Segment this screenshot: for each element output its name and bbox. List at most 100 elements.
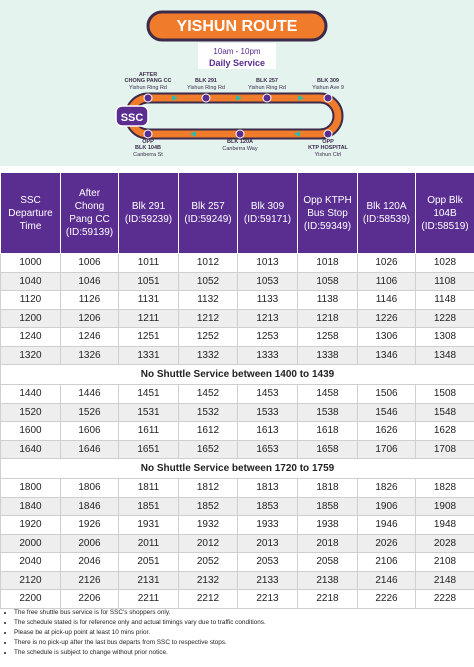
cell: 1508 — [415, 384, 474, 404]
cell: 1600 — [0, 421, 61, 441]
row: 2000 2006 2011 2012 2013 2018 2026 2028 — [0, 533, 474, 553]
cell: 2028 — [415, 533, 474, 553]
stop-name: AFTER CHONG PANG CC — [125, 72, 172, 84]
cell: 2226 — [357, 589, 416, 609]
footnote: The free shuttle bus service is for SSC'… — [14, 608, 266, 618]
row: 2040 2046 2051 2052 2053 2058 2106 2108 — [0, 552, 474, 572]
cell: 1252 — [178, 327, 238, 347]
stop-dot — [201, 93, 211, 103]
route-graphic: YISHUN ROUTE 10am - 10pm Daily Service S… — [0, 0, 474, 166]
stop-road: Yishun Ring Rd — [248, 85, 286, 91]
cell: 1126 — [60, 290, 119, 310]
cell: 1652 — [178, 439, 238, 459]
stop-name: BLK 309 — [317, 78, 339, 84]
cell: 1840 — [0, 496, 61, 516]
cell: 1520 — [0, 402, 61, 422]
row: 1000 1006 1011 1012 1013 1018 1026 1028 — [0, 253, 474, 273]
cell: 2133 — [237, 570, 298, 590]
cell: 1811 — [118, 478, 179, 498]
cell: 1651 — [118, 439, 179, 459]
cell: 2046 — [60, 552, 119, 572]
row: 1840 1846 1851 1852 1853 1858 1906 1908 — [0, 496, 474, 516]
cell: 2120 — [0, 570, 61, 590]
cell: 1853 — [237, 496, 298, 516]
cell: 2211 — [118, 589, 179, 609]
cell: 1108 — [415, 271, 474, 291]
row: 1320 1326 1331 1332 1333 1338 1346 1348 — [0, 345, 474, 365]
cell: 1251 — [118, 327, 179, 347]
cell: 1452 — [178, 384, 238, 404]
cell: 1011 — [118, 253, 179, 273]
cell: 1440 — [0, 384, 61, 404]
cell: 1813 — [237, 478, 298, 498]
timetable: SSC Departure Time After Chong Pang CC (I… — [0, 172, 474, 609]
stop-road: Yishun Ring Rd — [129, 85, 167, 91]
footnote: The schedule stated is for reference onl… — [14, 618, 266, 628]
cell: 1628 — [415, 421, 474, 441]
cell: 1618 — [297, 421, 358, 441]
cell: 2132 — [178, 570, 238, 590]
note-row: No Shuttle Service between 1720 to 1759 — [0, 458, 474, 479]
cell: 1806 — [60, 478, 119, 498]
cell: 1812 — [178, 478, 238, 498]
cell: 2012 — [178, 533, 238, 553]
title: YISHUN ROUTE — [177, 18, 298, 35]
cell: 1920 — [0, 515, 61, 535]
cell: 1938 — [297, 515, 358, 535]
stop-name: BLK 257 — [256, 78, 278, 84]
cell: 1226 — [357, 308, 416, 328]
cell: 2108 — [415, 552, 474, 572]
cell: 1626 — [357, 421, 416, 441]
cell: 1012 — [178, 253, 238, 273]
cell: 2013 — [237, 533, 298, 553]
cell: 2126 — [60, 570, 119, 590]
cell: 1526 — [60, 402, 119, 422]
cell: 2212 — [178, 589, 238, 609]
cell: 1206 — [60, 308, 119, 328]
cell: 1446 — [60, 384, 119, 404]
row: 1920 1926 1931 1932 1933 1938 1946 1948 — [0, 515, 474, 535]
column-header: After Chong Pang CC (ID:59139) — [60, 172, 119, 254]
note: No Shuttle Service between 1400 to 1439 — [0, 364, 474, 385]
row: 2200 2206 2211 2212 2213 2218 2226 2228 — [0, 589, 474, 609]
cell: 1308 — [415, 327, 474, 347]
cell: 1148 — [415, 290, 474, 310]
cell: 2011 — [118, 533, 179, 553]
service: Daily Service — [209, 58, 265, 68]
cell: 1826 — [357, 478, 416, 498]
cell: 1326 — [60, 345, 119, 365]
hub: SSC — [121, 112, 144, 124]
cell: 1213 — [237, 308, 298, 328]
cell: 1138 — [297, 290, 358, 310]
cell: 1052 — [178, 271, 238, 291]
cell: 1908 — [415, 496, 474, 516]
cell: 1532 — [178, 402, 238, 422]
footnotes: The free shuttle bus service is for SSC'… — [0, 608, 266, 658]
cell: 1531 — [118, 402, 179, 422]
cell: 2138 — [297, 570, 358, 590]
cell: 2213 — [237, 589, 298, 609]
cell: 1653 — [237, 439, 298, 459]
cell: 1218 — [297, 308, 358, 328]
cell: 1658 — [297, 439, 358, 459]
cell: 1240 — [0, 327, 61, 347]
footnote: The schedule is subject to change withou… — [14, 648, 266, 658]
cell: 1548 — [415, 402, 474, 422]
cell: 1458 — [297, 384, 358, 404]
row: 1600 1606 1611 1612 1613 1618 1626 1628 — [0, 421, 474, 441]
direction-arrows — [172, 95, 304, 137]
stop-name: BLK 291 — [195, 78, 217, 84]
cell: 1120 — [0, 290, 61, 310]
stop-dot — [262, 93, 272, 103]
cell: 1606 — [60, 421, 119, 441]
cell: 1851 — [118, 496, 179, 516]
cell: 1200 — [0, 308, 61, 328]
cell: 1451 — [118, 384, 179, 404]
stop-road: Canberra St — [133, 152, 163, 158]
row: 1800 1806 1811 1812 1813 1818 1826 1828 — [0, 478, 474, 498]
column-header: SSC Departure Time — [0, 172, 61, 254]
cell: 2200 — [0, 589, 61, 609]
cell: 1612 — [178, 421, 238, 441]
cell: 2228 — [415, 589, 474, 609]
cell: 1546 — [357, 402, 416, 422]
